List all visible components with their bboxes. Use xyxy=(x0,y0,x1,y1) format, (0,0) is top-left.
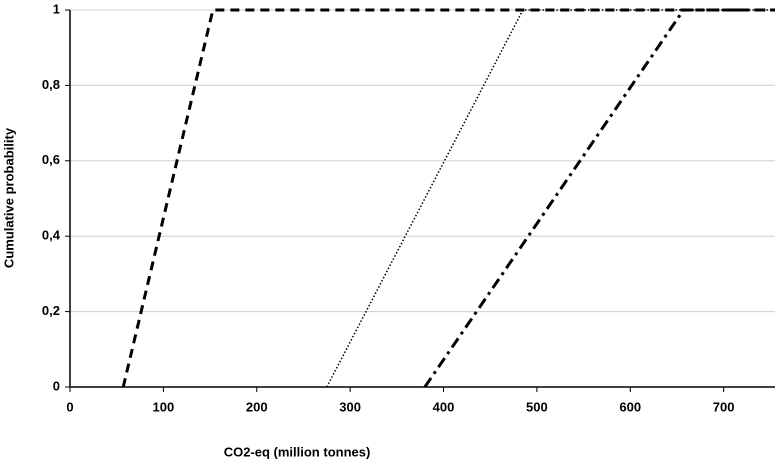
x-tick-label: 500 xyxy=(526,399,548,414)
series-line xyxy=(326,9,775,388)
x-tick-label: 700 xyxy=(713,399,735,414)
x-tick-label: 400 xyxy=(433,399,455,414)
x-tick-label: 100 xyxy=(153,399,175,414)
y-tick-label: 0,2 xyxy=(42,303,60,318)
series-line xyxy=(121,8,775,388)
x-axis-title: CO2-eq (million tonnes) xyxy=(224,444,371,459)
x-tick-label: 200 xyxy=(246,399,268,414)
y-axis-title: Cumulative probability xyxy=(1,127,16,268)
y-tick-label: 0 xyxy=(53,378,60,393)
x-tick-label: 0 xyxy=(66,399,73,414)
y-tick-label: 0,8 xyxy=(42,77,60,92)
x-tick-label: 600 xyxy=(619,399,641,414)
series-line xyxy=(423,8,775,388)
y-tick-label: 0,4 xyxy=(42,228,61,243)
y-tick-label: 0,6 xyxy=(42,152,60,167)
y-tick-label: 1 xyxy=(53,1,60,16)
x-tick-label: 300 xyxy=(339,399,361,414)
